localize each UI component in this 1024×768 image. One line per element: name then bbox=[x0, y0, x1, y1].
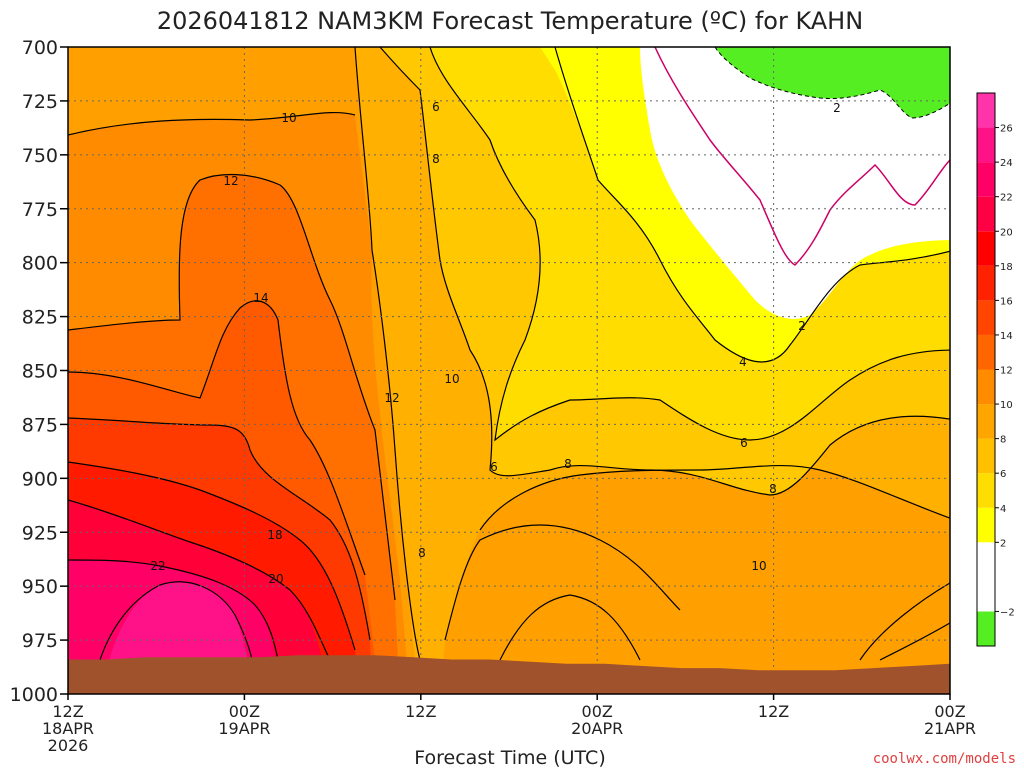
plot-area bbox=[68, 47, 950, 694]
colorbar-tick-label: 6 bbox=[1000, 469, 1006, 480]
y-tick-label: 950 bbox=[22, 576, 58, 598]
y-tick-label: 800 bbox=[22, 253, 58, 275]
contour-label: 6 bbox=[740, 436, 748, 450]
colorbar-swatch bbox=[977, 127, 995, 163]
colorbar-swatch bbox=[977, 162, 995, 197]
contour-label: 2 bbox=[833, 101, 841, 115]
colorbar-swatch bbox=[977, 473, 995, 508]
y-tick-label: 975 bbox=[22, 630, 58, 652]
x-tick-label: 2026 bbox=[48, 736, 89, 755]
contour-label: 14 bbox=[253, 291, 268, 305]
y-tick-label: 875 bbox=[22, 414, 58, 436]
y-tick-label: 825 bbox=[22, 307, 58, 329]
colorbar-tick-label: 2 bbox=[1000, 538, 1006, 549]
contour-label: 8 bbox=[432, 152, 440, 166]
contour-label: 12 bbox=[384, 391, 399, 405]
colorbar-swatch bbox=[977, 369, 995, 405]
contour-label: 8 bbox=[769, 482, 777, 496]
colorbar-tick-label: 12 bbox=[1000, 366, 1013, 377]
credit-text: coolwx.com/models bbox=[873, 751, 1016, 767]
contour-label: 2 bbox=[798, 319, 806, 333]
contour-label: 8 bbox=[564, 457, 572, 471]
colorbar-swatch bbox=[977, 438, 995, 474]
x-tick-label: 19APR bbox=[218, 719, 270, 738]
colorbar-tick-label: 24 bbox=[1000, 158, 1013, 169]
contour-lines bbox=[68, 47, 950, 661]
x-tick-label: 00Z bbox=[934, 702, 965, 721]
x-axis-label: Forecast Time (UTC) bbox=[414, 747, 605, 768]
y-tick-label: 725 bbox=[22, 91, 58, 113]
contour-label: 8 bbox=[418, 546, 426, 560]
x-tick-label: 18APR bbox=[42, 719, 94, 738]
band-minus2-2 bbox=[640, 47, 950, 319]
colorbar-tick-label: 18 bbox=[1000, 262, 1013, 273]
y-axis: 700 725 750 775 800 825 850 875 900 925 950 975 1000 bbox=[10, 37, 68, 706]
y-tick-label: 750 bbox=[22, 145, 58, 167]
colorbar-tick-label: 14 bbox=[1000, 331, 1013, 342]
colorbar-tick-label: 8 bbox=[1000, 435, 1006, 446]
colorbar-tick-label: 20 bbox=[1000, 227, 1013, 238]
chart-title: 2026041812 NAM3KM Forecast Temperature (… bbox=[157, 7, 863, 35]
colorbar-swatch bbox=[977, 300, 995, 335]
contour-label: 10 bbox=[444, 372, 459, 386]
colorbar-tick-label: 16 bbox=[1000, 296, 1013, 307]
y-tick-label: 1000 bbox=[10, 684, 58, 706]
contour-label: 22 bbox=[150, 559, 165, 573]
colorbar-swatch bbox=[977, 611, 995, 646]
colorbar-tick-label: 22 bbox=[1000, 193, 1013, 204]
x-tick-label: 20APR bbox=[571, 719, 623, 738]
y-tick-label: 775 bbox=[22, 199, 58, 221]
contour-label: 10 bbox=[281, 111, 296, 125]
contour-label: 12 bbox=[223, 174, 238, 188]
colorbar-swatch bbox=[977, 265, 995, 301]
band-minus4-minus2 bbox=[715, 47, 950, 118]
contour-label: 4 bbox=[739, 355, 747, 369]
x-tick-label: 00Z bbox=[582, 702, 613, 721]
colorbar-swatch bbox=[977, 231, 995, 266]
y-tick-label: 900 bbox=[22, 468, 58, 490]
contour-label: 6 bbox=[432, 100, 440, 114]
green-zone-border bbox=[714, 47, 950, 119]
colorbar-swatch bbox=[977, 196, 995, 232]
y-tick-label: 925 bbox=[22, 522, 58, 544]
y-tick-label: 850 bbox=[22, 361, 58, 383]
x-tick-label: 12Z bbox=[405, 702, 436, 721]
contour-label: 10 bbox=[751, 559, 766, 573]
x-tick-label: 00Z bbox=[229, 702, 260, 721]
colorbar-tick-label: 4 bbox=[1000, 504, 1006, 515]
x-tick-label: 21APR bbox=[924, 719, 976, 738]
colorbar-swatch bbox=[977, 542, 995, 612]
y-tick-label: 700 bbox=[22, 37, 58, 59]
colorbar-tick-label: −2 bbox=[1000, 607, 1015, 618]
contour-label: 20 bbox=[268, 572, 283, 586]
x-tick-label: 12Z bbox=[52, 702, 83, 721]
colorbar-tick-label: 26 bbox=[1000, 124, 1013, 135]
colorbar-swatch bbox=[977, 93, 995, 128]
colorbar-swatch bbox=[977, 404, 995, 439]
colorbar-swatch bbox=[977, 507, 995, 543]
contour-label: 6 bbox=[490, 460, 498, 474]
x-tick-label: 12Z bbox=[758, 702, 789, 721]
colorbar-tick-label: 10 bbox=[1000, 400, 1013, 411]
surface-terrain bbox=[68, 655, 950, 694]
contour-label: 18 bbox=[267, 528, 282, 542]
colorbar-swatch bbox=[977, 334, 995, 370]
zero-isotherm bbox=[654, 47, 950, 266]
contour-label-group: 10 12 14 6 8 10 12 6 8 8 2 2 4 6 8 10 18… bbox=[150, 100, 840, 586]
